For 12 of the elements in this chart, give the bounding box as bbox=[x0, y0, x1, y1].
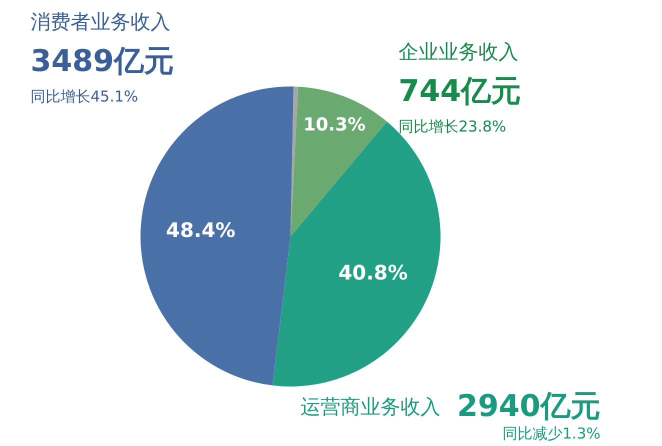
text: 744亿元 bbox=[398, 74, 522, 109]
text: 同比增长23.8% bbox=[398, 118, 506, 136]
slice-label: 运营商业务收入 bbox=[300, 394, 440, 418]
slice-label: 消费者业务收入 bbox=[30, 10, 170, 34]
slice-label: 企业业务收入 bbox=[398, 40, 518, 64]
data-label: 10.3% bbox=[303, 114, 366, 136]
text: 2940亿元 bbox=[457, 389, 601, 424]
text: 3489亿元 bbox=[30, 44, 174, 79]
data-label: 40.8% bbox=[338, 260, 408, 284]
data-label: 48.4% bbox=[166, 218, 236, 242]
text: 同比减少1.3% bbox=[502, 424, 600, 442]
text: 同比增长45.1% bbox=[30, 88, 138, 106]
